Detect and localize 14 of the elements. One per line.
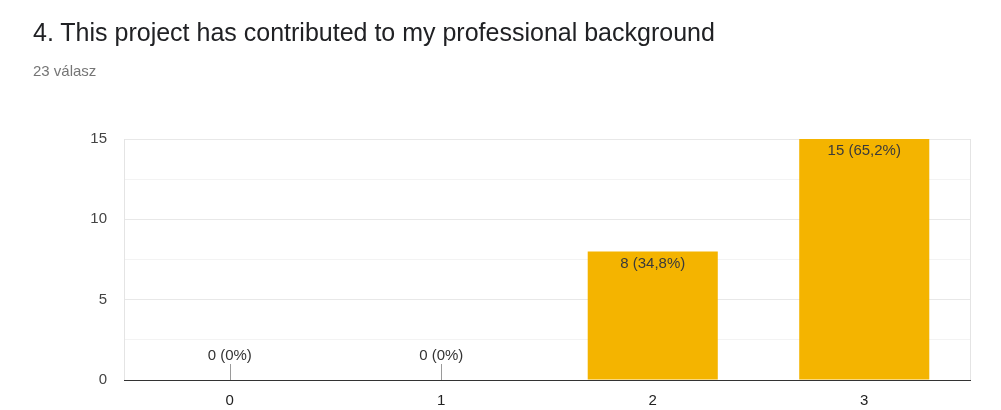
y-tick-label: 15 — [90, 129, 107, 147]
data-label: 0 (0%) — [419, 346, 464, 364]
y-tick-label: 0 — [98, 370, 107, 388]
y-tick-label: 5 — [98, 289, 107, 307]
data-label: 8 (34,8%) — [620, 253, 686, 271]
x-tick-label: 2 — [648, 391, 657, 409]
data-label: 15 (65,2%) — [827, 141, 901, 159]
x-tick-label: 1 — [437, 391, 446, 409]
y-tick-label: 10 — [90, 209, 107, 227]
x-tick-label: 3 — [860, 391, 869, 409]
data-label: 0 (0%) — [207, 346, 252, 364]
chart-subtitle: 23 válasz — [33, 62, 97, 79]
chart-title: 4. This project has contributed to my professional background — [33, 18, 715, 47]
x-tick-label: 0 — [225, 391, 234, 409]
